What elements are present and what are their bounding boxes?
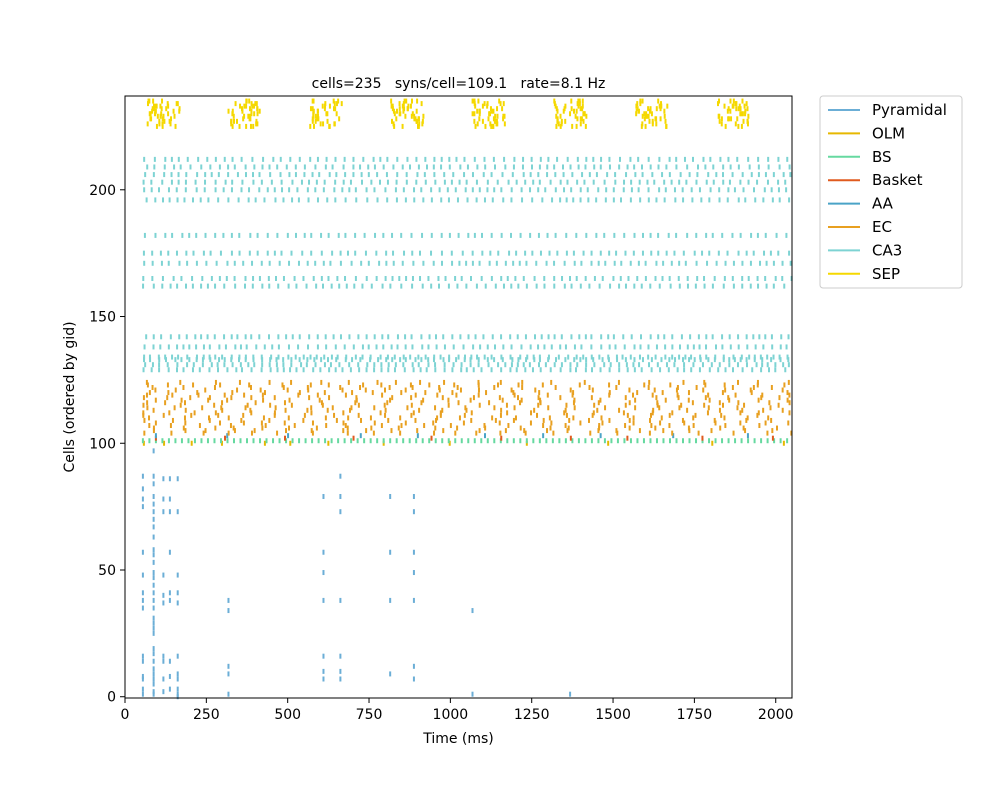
- legend-label-aa: AA: [872, 195, 894, 213]
- legend-label-ec: EC: [872, 218, 892, 236]
- legend-label-olm: OLM: [872, 124, 905, 142]
- x-tick-label: 1750: [677, 707, 713, 723]
- x-tick-label: 1000: [433, 707, 469, 723]
- legend-label-basket: Basket: [872, 171, 923, 189]
- spike-marks: [141, 98, 793, 700]
- x-axis-ticks: 0 250 500 750 1000 1250 1500 1750 2000: [121, 698, 794, 723]
- x-axis-label: Time (ms): [422, 731, 494, 747]
- chart-title: cells=235 syns/cell=109.1 rate=8.1 Hz: [312, 76, 606, 92]
- legend-label-bs: BS: [872, 148, 892, 166]
- x-tick-label: 2000: [758, 707, 794, 723]
- y-axis-label: Cells (ordered by gid): [62, 321, 78, 472]
- legend-box: [819, 95, 963, 289]
- x-tick-label: 1250: [514, 707, 550, 723]
- x-tick-label: 0: [121, 707, 130, 723]
- y-tick-label: 150: [89, 310, 116, 326]
- y-tick-label: 0: [107, 690, 116, 706]
- x-tick-label: 500: [274, 707, 301, 723]
- y-tick-label: 200: [89, 183, 116, 199]
- legend-label-ca3: CA3: [872, 241, 902, 259]
- legend-label-sep: SEP: [872, 265, 900, 283]
- plot-frame: [124, 95, 793, 699]
- x-tick-label: 750: [356, 707, 383, 723]
- y-tick-label: 50: [98, 563, 116, 579]
- y-tick-label: 100: [89, 436, 116, 452]
- legend: Pyramidal OLM BS Basket AA EC CA3 SEP: [819, 95, 963, 289]
- y-axis-ticks: 0 50 100 150 200: [89, 183, 125, 706]
- x-tick-label: 1500: [595, 707, 631, 723]
- legend-label-pyramidal: Pyramidal: [872, 101, 947, 119]
- x-tick-label: 250: [193, 707, 220, 723]
